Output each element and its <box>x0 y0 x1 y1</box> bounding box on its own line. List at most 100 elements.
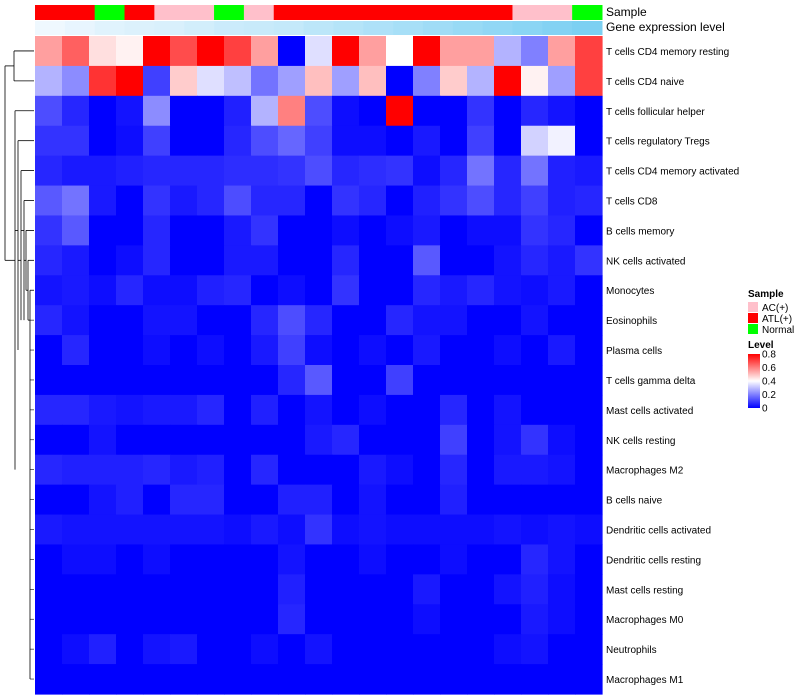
heatmap-cell <box>35 365 63 396</box>
legend-level-ticks: 0.8 0.6 0.4 0.2 0 <box>762 350 776 415</box>
heatmap-cell <box>197 36 225 67</box>
gene-expression-cell <box>393 21 424 35</box>
heatmap-cell <box>170 95 198 127</box>
heatmap-cell <box>170 454 198 486</box>
heatmap-cell <box>359 454 387 486</box>
heatmap-cell <box>332 514 360 546</box>
gene-expression-cell <box>154 21 185 35</box>
heatmap-cell <box>386 394 414 426</box>
heatmap-cells <box>35 36 603 695</box>
heatmap-cell <box>278 484 306 516</box>
heatmap-cell <box>521 634 549 665</box>
heatmap-cell <box>197 484 225 516</box>
heatmap-cell <box>494 125 522 157</box>
heatmap-cell <box>251 454 279 486</box>
heatmap-cell <box>89 65 117 97</box>
heatmap-cell <box>467 185 495 217</box>
row-label: NK cells activated <box>606 256 685 267</box>
heatmap-cell <box>305 365 333 396</box>
heatmap-cell <box>467 664 495 695</box>
row-label: Monocytes <box>606 286 654 297</box>
gene-expression-cell <box>94 21 126 35</box>
heatmap-cell <box>143 454 171 486</box>
heatmap-cell <box>413 275 441 306</box>
heatmap-cell <box>62 604 90 635</box>
heatmap-cell <box>251 36 279 67</box>
heatmap-cell <box>35 604 63 635</box>
heatmap-cell <box>35 185 63 217</box>
heatmap-cell <box>467 305 495 336</box>
heatmap-cell <box>251 604 279 635</box>
legend-level-tick: 0.4 <box>762 377 776 388</box>
heatmap-cell <box>62 514 90 546</box>
heatmap-cell <box>359 305 387 336</box>
heatmap-cell <box>170 604 198 635</box>
heatmap-cell <box>170 365 198 396</box>
heatmap-cell <box>386 365 414 396</box>
heatmap-cell <box>494 514 522 546</box>
heatmap-cell <box>467 574 495 605</box>
heatmap-cell <box>440 245 468 276</box>
heatmap-cell <box>494 155 522 187</box>
heatmap-cell <box>89 335 117 366</box>
heatmap-cell <box>521 365 549 396</box>
sample-annotation-cell <box>214 5 245 20</box>
heatmap-cell <box>35 95 63 127</box>
heatmap-cell <box>251 424 279 456</box>
heatmap-cell <box>143 335 171 366</box>
heatmap-cell <box>521 394 549 426</box>
gene-expression-cell <box>572 21 603 35</box>
heatmap-cell <box>440 65 468 97</box>
heatmap-cell <box>548 634 576 665</box>
gene-expression-cell <box>482 21 513 35</box>
heatmap-cell <box>224 424 252 456</box>
sample-annotation-cell <box>572 5 603 20</box>
gene-expression-cell <box>184 21 215 35</box>
heatmap-cell <box>386 335 414 366</box>
heatmap-cell <box>251 394 279 426</box>
heatmap-cell <box>521 664 549 695</box>
heatmap-cell <box>521 155 549 187</box>
heatmap-cell <box>224 215 252 246</box>
heatmap-cell <box>548 185 576 217</box>
heatmap-cell <box>251 335 279 366</box>
gene-expression-cell <box>363 21 394 35</box>
gene-expression-cell <box>452 21 484 35</box>
heatmap-cell <box>548 275 576 306</box>
heatmap-cell <box>35 424 63 456</box>
heatmap-cell <box>170 245 198 276</box>
row-label: Dendritic cells resting <box>606 555 701 566</box>
heatmap-cell <box>440 454 468 486</box>
heatmap-cell <box>62 36 90 67</box>
heatmap-cell <box>386 664 414 695</box>
heatmap-cell <box>278 36 306 67</box>
heatmap-cell <box>89 664 117 695</box>
heatmap-cell <box>359 275 387 306</box>
heatmap-cell <box>278 664 306 695</box>
heatmap-cell <box>89 275 117 306</box>
heatmap-cell <box>224 634 252 665</box>
heatmap-cell <box>575 155 603 187</box>
heatmap-cell <box>359 215 387 246</box>
heatmap-cell <box>413 664 441 695</box>
heatmap-cell <box>386 185 414 217</box>
heatmap-cell <box>548 574 576 605</box>
row-label: T cells regulatory Tregs <box>606 137 710 148</box>
heatmap-cell <box>413 574 441 605</box>
heatmap-cell <box>224 544 252 575</box>
sample-annotation-cell <box>452 5 484 20</box>
legend-level-tick: 0 <box>762 404 768 415</box>
heatmap-cell <box>89 514 117 546</box>
heatmap-cell <box>89 424 117 456</box>
heatmap-cell <box>62 664 90 695</box>
heatmap-cell <box>62 275 90 306</box>
row-label: Neutrophils <box>606 645 657 656</box>
heatmap-cell <box>170 394 198 426</box>
heatmap-cell <box>332 664 360 695</box>
heatmap-cell <box>197 245 225 276</box>
heatmap-cell <box>35 125 63 157</box>
heatmap-cell <box>440 484 468 516</box>
heatmap-cell <box>278 95 306 127</box>
heatmap-cell <box>467 365 495 396</box>
